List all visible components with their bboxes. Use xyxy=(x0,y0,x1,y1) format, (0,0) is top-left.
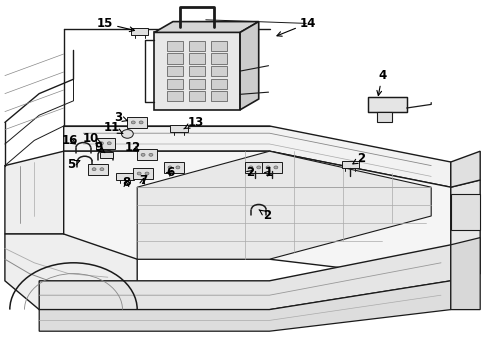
Polygon shape xyxy=(240,22,259,110)
Bar xyxy=(212,41,227,51)
Circle shape xyxy=(249,166,253,169)
Polygon shape xyxy=(137,149,157,160)
Text: 3: 3 xyxy=(115,111,127,124)
Circle shape xyxy=(149,153,153,156)
Polygon shape xyxy=(154,22,259,32)
Polygon shape xyxy=(170,125,188,132)
Polygon shape xyxy=(127,117,147,128)
Circle shape xyxy=(122,130,133,138)
Text: 8: 8 xyxy=(122,176,130,189)
Circle shape xyxy=(92,168,96,171)
Circle shape xyxy=(141,153,145,156)
Circle shape xyxy=(107,142,111,145)
Circle shape xyxy=(257,166,261,169)
Polygon shape xyxy=(96,138,115,149)
Polygon shape xyxy=(451,238,480,310)
Polygon shape xyxy=(377,112,392,122)
Text: 2: 2 xyxy=(246,166,254,179)
Polygon shape xyxy=(5,151,64,234)
Bar xyxy=(168,41,183,51)
Polygon shape xyxy=(137,151,431,259)
Polygon shape xyxy=(39,245,451,310)
Text: 1: 1 xyxy=(265,166,272,179)
Text: 11: 11 xyxy=(103,121,123,134)
Polygon shape xyxy=(342,161,359,168)
Circle shape xyxy=(137,172,141,175)
Bar xyxy=(212,91,227,102)
Text: 9: 9 xyxy=(94,141,105,154)
Text: 6: 6 xyxy=(167,166,174,179)
Polygon shape xyxy=(131,28,148,35)
Text: 4: 4 xyxy=(377,69,386,95)
Circle shape xyxy=(274,166,278,169)
Polygon shape xyxy=(451,151,480,187)
Bar xyxy=(451,194,480,230)
Bar xyxy=(168,66,183,76)
Polygon shape xyxy=(451,180,480,281)
Text: 12: 12 xyxy=(125,141,142,154)
Bar xyxy=(168,54,183,64)
Polygon shape xyxy=(154,32,240,110)
Bar xyxy=(168,79,183,89)
Text: 16: 16 xyxy=(62,134,78,147)
Circle shape xyxy=(145,172,149,175)
Bar xyxy=(212,66,227,76)
Text: 15: 15 xyxy=(97,17,134,32)
Bar xyxy=(189,91,205,102)
Text: 13: 13 xyxy=(184,116,204,129)
Circle shape xyxy=(99,142,103,145)
Polygon shape xyxy=(262,162,282,173)
Polygon shape xyxy=(368,97,407,112)
Polygon shape xyxy=(88,164,108,175)
Bar xyxy=(212,54,227,64)
Text: 5: 5 xyxy=(67,158,80,171)
Polygon shape xyxy=(64,126,451,187)
Text: 2: 2 xyxy=(353,152,366,165)
Bar xyxy=(168,91,183,102)
Bar xyxy=(189,66,205,76)
Circle shape xyxy=(131,121,135,124)
Circle shape xyxy=(139,121,143,124)
Polygon shape xyxy=(39,281,451,331)
Polygon shape xyxy=(64,151,451,281)
Text: 2: 2 xyxy=(259,209,271,222)
Circle shape xyxy=(100,168,104,171)
Polygon shape xyxy=(164,162,184,173)
Circle shape xyxy=(266,166,270,169)
Text: 7: 7 xyxy=(139,174,147,186)
Text: 14: 14 xyxy=(277,17,316,36)
Polygon shape xyxy=(5,234,137,310)
Polygon shape xyxy=(245,162,265,173)
Bar xyxy=(189,79,205,89)
Bar xyxy=(189,54,205,64)
Polygon shape xyxy=(116,173,134,180)
Bar xyxy=(189,41,205,51)
Circle shape xyxy=(168,166,172,169)
Circle shape xyxy=(176,166,180,169)
Text: 10: 10 xyxy=(82,132,101,145)
Polygon shape xyxy=(133,168,153,179)
Bar xyxy=(212,79,227,89)
Polygon shape xyxy=(100,152,113,158)
